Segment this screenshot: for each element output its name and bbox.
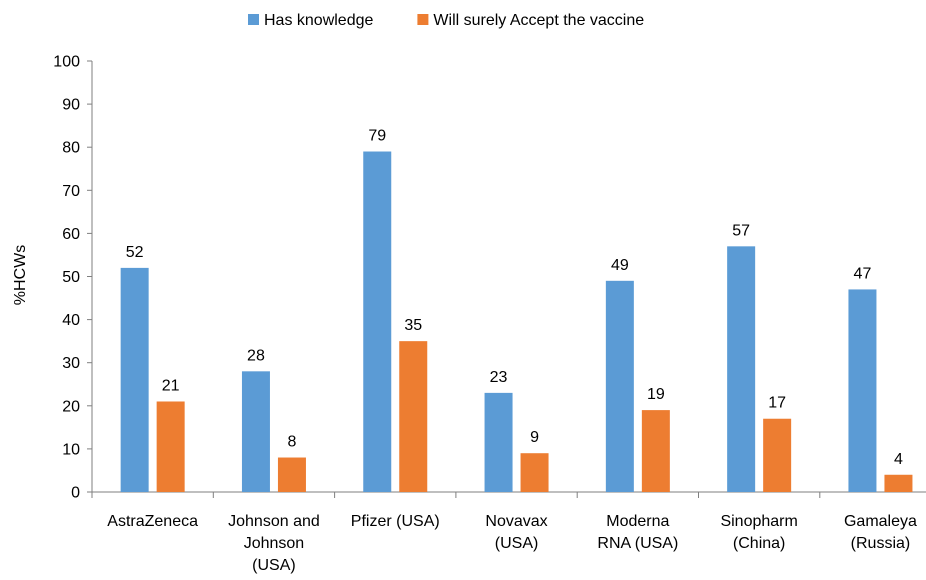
- y-tick-label: 80: [62, 140, 80, 157]
- bar-has-knowledge: [727, 246, 756, 492]
- data-label: 28: [247, 347, 265, 364]
- x-axis: AstraZeneca Johnson and Johnson (USA) Pfizer…: [91, 491, 926, 574]
- bar-will-accept: [884, 474, 913, 492]
- x-tick-label: AstraZeneca: [107, 513, 198, 530]
- data-labels-group: 52 28 79 23 49 57 47 21 8 35 9 19 17 4: [126, 128, 903, 468]
- bar-will-accept: [399, 341, 428, 492]
- y-tick-label: 40: [62, 312, 80, 329]
- bar-will-accept: [520, 453, 549, 492]
- bar-will-accept: [763, 418, 792, 492]
- x-tick-label: Sinopharm (China): [720, 513, 797, 552]
- bar-has-knowledge: [363, 151, 392, 492]
- y-tick-label: 50: [62, 269, 80, 286]
- y-tick-label: 90: [62, 97, 80, 114]
- x-tick-label: Gamaleya (Russia): [844, 513, 917, 552]
- y-axis-label: %HCWs: [12, 245, 29, 305]
- bar-has-knowledge: [241, 371, 270, 492]
- data-label: 8: [287, 434, 296, 451]
- legend-swatch: [417, 14, 429, 25]
- bar-has-knowledge: [605, 280, 634, 492]
- legend-item: Has knowledge: [248, 12, 374, 29]
- chart-legend: Has knowledge Will surely Accept the vacc…: [248, 12, 644, 29]
- data-label: 57: [732, 222, 750, 239]
- y-axis: 0 10 20 30 40 50 60 70 80 90 100: [53, 54, 93, 502]
- data-label: 21: [162, 377, 180, 394]
- data-label: 19: [647, 386, 665, 403]
- x-tick-label: Moderna RNA (USA): [597, 513, 678, 552]
- y-tick-label: 70: [62, 183, 80, 200]
- bar-will-accept: [277, 457, 306, 492]
- data-label: 9: [530, 429, 539, 446]
- bars-group: [120, 151, 913, 492]
- bar-will-accept: [156, 401, 185, 492]
- y-tick-label: 0: [71, 485, 80, 502]
- bar-has-knowledge: [120, 267, 149, 492]
- legend-label: Will surely Accept the vaccine: [433, 12, 644, 29]
- legend-item: Will surely Accept the vaccine: [417, 12, 644, 29]
- data-label: 52: [126, 244, 144, 261]
- data-label: 23: [490, 369, 508, 386]
- bar-will-accept: [641, 410, 670, 492]
- data-label: 49: [611, 257, 629, 274]
- x-tick-label: Novavax (USA): [485, 513, 547, 552]
- y-tick-label: 10: [62, 441, 80, 458]
- data-label: 35: [404, 317, 422, 334]
- data-label: 4: [894, 451, 903, 468]
- bar-has-knowledge: [848, 289, 877, 492]
- legend-label: Has knowledge: [264, 12, 374, 29]
- y-tick-label: 60: [62, 226, 80, 243]
- y-tick-label: 30: [62, 355, 80, 372]
- x-tick-label: Johnson and Johnson (USA): [228, 513, 320, 574]
- legend-swatch: [248, 14, 259, 25]
- y-tick-label: 100: [53, 54, 80, 71]
- data-label: 47: [854, 265, 872, 282]
- x-tick-label: Pfizer (USA): [351, 513, 440, 530]
- data-label: 79: [368, 128, 386, 145]
- y-tick-label: 20: [62, 398, 80, 415]
- bar-has-knowledge: [484, 392, 513, 492]
- data-label: 17: [768, 395, 786, 412]
